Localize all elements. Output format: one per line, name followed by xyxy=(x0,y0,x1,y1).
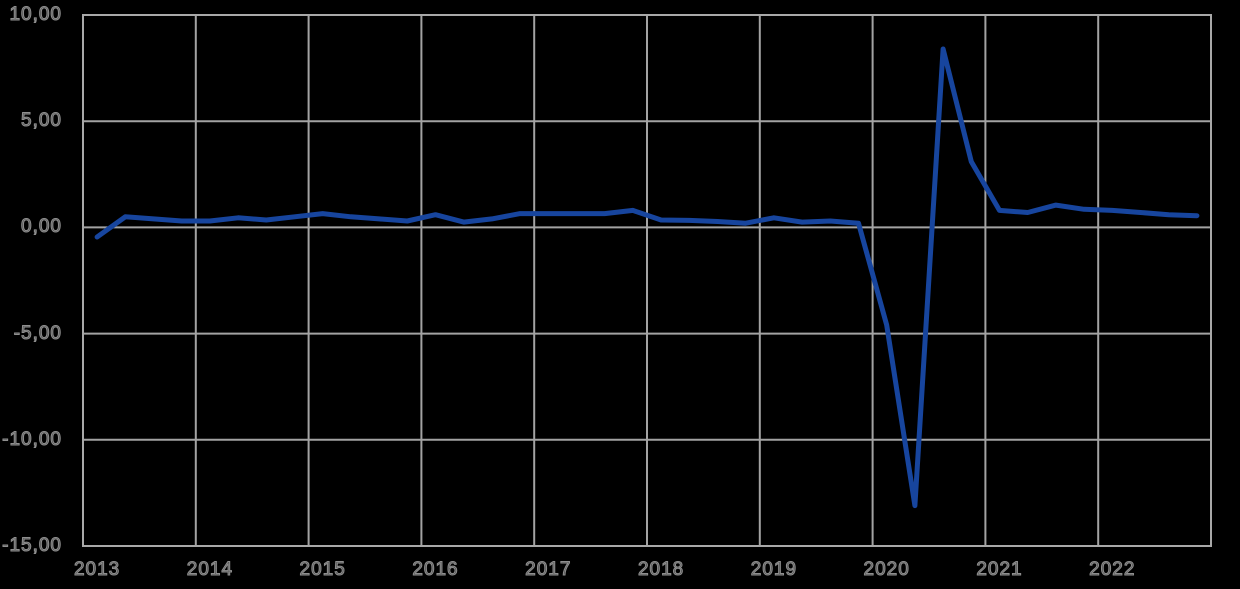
y-tick-label: -15,00 xyxy=(2,535,62,557)
x-tick-label: 2021 xyxy=(976,559,1023,581)
y-tick-label: 5,00 xyxy=(21,110,62,132)
x-tick-label: 2020 xyxy=(863,559,910,581)
series-line-quarterly-growth xyxy=(94,46,1200,509)
x-tick-label: 2015 xyxy=(299,559,346,581)
x-tick-label: 2014 xyxy=(186,559,234,581)
x-tick-label: 2017 xyxy=(525,559,572,581)
plot-border xyxy=(82,14,1212,547)
x-tick-label: 2013 xyxy=(73,559,121,581)
y-tick-label: -5,00 xyxy=(13,322,62,344)
y-tick-label: -10,00 xyxy=(2,428,62,450)
y-tick-label: 0,00 xyxy=(21,216,62,238)
y-tick-label: 10,00 xyxy=(9,4,62,26)
x-tick-label: 2022 xyxy=(1089,559,1136,581)
x-tick-label: 2019 xyxy=(750,559,798,581)
x-tick-label: 2016 xyxy=(412,559,459,581)
x-tick-label: 2018 xyxy=(637,559,685,581)
